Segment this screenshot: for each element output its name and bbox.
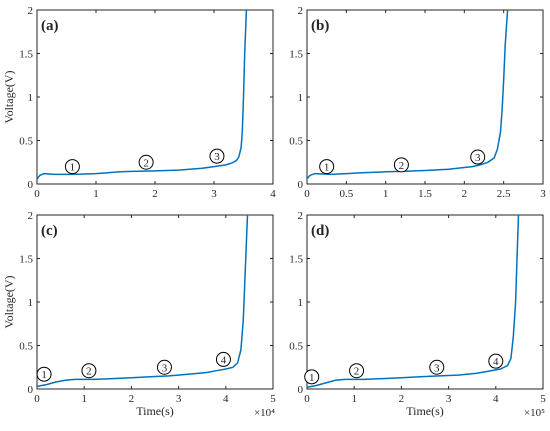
x-tick-label: 5 xyxy=(270,393,276,405)
panel-c: 0 1 2 3 4 500.511.521 2 34(c)Voltage(V)Time(s) ×… xyxy=(2,210,276,419)
x-axis-title: Time(s) xyxy=(406,404,444,418)
y-tick-label: 1.5 xyxy=(289,254,303,266)
y-tick-label: 1 xyxy=(28,92,34,104)
stage-label: 2 xyxy=(354,366,360,378)
stage-label: 1 xyxy=(309,372,315,384)
voltage-curve xyxy=(307,215,520,389)
x-tick-label: 3 xyxy=(176,393,182,405)
y-tick-label: 2 xyxy=(28,5,34,17)
x-tick-label: 0 xyxy=(34,393,40,405)
stage-marker-2 xyxy=(138,154,154,170)
stage-label: 4 xyxy=(221,354,227,366)
x-tick-label: 2.5 xyxy=(497,188,511,200)
x-tick-label: 2 xyxy=(399,393,405,405)
stage-marker-3 xyxy=(470,149,486,165)
y-tick-label: 0 xyxy=(28,384,34,396)
y-tick-label: 2 xyxy=(298,210,304,222)
axes-box xyxy=(306,214,544,390)
stage-label: 2 xyxy=(399,160,405,172)
stage-label: 3 xyxy=(162,362,168,374)
stage-label: 3 xyxy=(475,152,481,164)
axes-box xyxy=(306,9,544,185)
stage-label: 2 xyxy=(143,157,149,169)
y-tick-label: 0 xyxy=(28,179,34,191)
x-axis-title: Time(s) xyxy=(136,404,174,418)
stage-label: 3 xyxy=(434,362,440,374)
stage-marker-2 xyxy=(81,363,97,379)
stage-label: 1 xyxy=(70,162,76,174)
x-tick-label: 5 xyxy=(540,393,546,405)
y-axis-title: Voltage(V) xyxy=(2,70,16,123)
stage-marker-1 xyxy=(36,366,52,382)
x-tick-label: 4 xyxy=(223,393,229,405)
y-tick-label: 0.5 xyxy=(289,341,303,353)
stage-marker-3 xyxy=(209,148,225,164)
x-tick-label: 1 xyxy=(383,188,389,200)
panel-label: (d) xyxy=(311,223,329,239)
stage-marker-1 xyxy=(64,159,80,175)
stage-marker-3 xyxy=(156,359,172,375)
y-axis-title: Voltage(V) xyxy=(2,275,16,328)
stage-label: 2 xyxy=(86,366,92,378)
y-tick-label: 0.5 xyxy=(289,136,303,148)
y-tick-label: 1.5 xyxy=(19,49,33,61)
panel-label: (c) xyxy=(41,223,58,239)
x-tick-label: 0 xyxy=(34,188,40,200)
x-tick-label: 0.5 xyxy=(339,188,353,200)
y-tick-label: 0 xyxy=(298,384,304,396)
stage-marker-1 xyxy=(304,369,320,385)
x-tick-label: 4 xyxy=(493,393,499,405)
voltage-curve xyxy=(307,10,509,180)
panel-a: 0 1 2 3 4 0 0.5 1 1.5 2 1 2 3 (a) Voltage(V) xyxy=(2,5,276,200)
x-tick-label: 2 xyxy=(462,188,468,200)
y-tick-label: 0.5 xyxy=(19,136,33,148)
x-tick-label: 1.5 xyxy=(418,188,432,200)
x-tick-label: 0 xyxy=(304,188,310,200)
stage-marker-4 xyxy=(215,351,231,367)
stage-label: 1 xyxy=(324,162,330,174)
x-multiplier: ×10⁴ xyxy=(254,407,275,419)
x-tick-label: 0 xyxy=(304,393,310,405)
x-tick-label: 2 xyxy=(152,188,158,200)
stage-marker-2 xyxy=(393,157,409,173)
x-tick-label: 1 xyxy=(93,188,99,200)
x-tick-label: 2 xyxy=(129,393,135,405)
stage-label: 3 xyxy=(214,151,220,163)
x-tick-label: 3 xyxy=(540,188,546,200)
stage-label: 4 xyxy=(493,356,499,368)
stage-marker-4 xyxy=(488,353,504,369)
y-tick-label: 0.5 xyxy=(19,341,33,353)
stage-label: 1 xyxy=(41,369,47,381)
x-tick-label: 1 xyxy=(81,393,87,405)
panel-label: (a) xyxy=(41,18,59,34)
x-multiplier: ×10⁵ xyxy=(524,407,545,419)
x-tick-label: 3 xyxy=(211,188,217,200)
voltage-curve xyxy=(37,10,248,180)
y-tick-label: 0 xyxy=(298,179,304,191)
y-tick-label: 1.5 xyxy=(19,254,33,266)
x-tick-label: 4 xyxy=(270,188,276,200)
x-tick-label: 3 xyxy=(446,393,452,405)
y-tick-label: 2 xyxy=(28,210,34,222)
x-tick-label: 1 xyxy=(351,393,357,405)
stage-marker-1 xyxy=(319,159,335,175)
y-tick-label: 2 xyxy=(298,5,304,17)
y-tick-label: 1 xyxy=(28,297,34,309)
panel-b: 0 0.5 1 1.5 2 2.5 3 0 0.5 1 1.5 2 1 2 3 (b) xyxy=(289,5,546,200)
stage-marker-3 xyxy=(429,359,445,375)
voltage-curve xyxy=(37,215,249,388)
y-tick-label: 1 xyxy=(298,92,304,104)
stage-marker-2 xyxy=(349,363,365,379)
y-tick-label: 1 xyxy=(298,297,304,309)
y-tick-label: 1.5 xyxy=(289,49,303,61)
panel-label: (b) xyxy=(311,18,329,34)
